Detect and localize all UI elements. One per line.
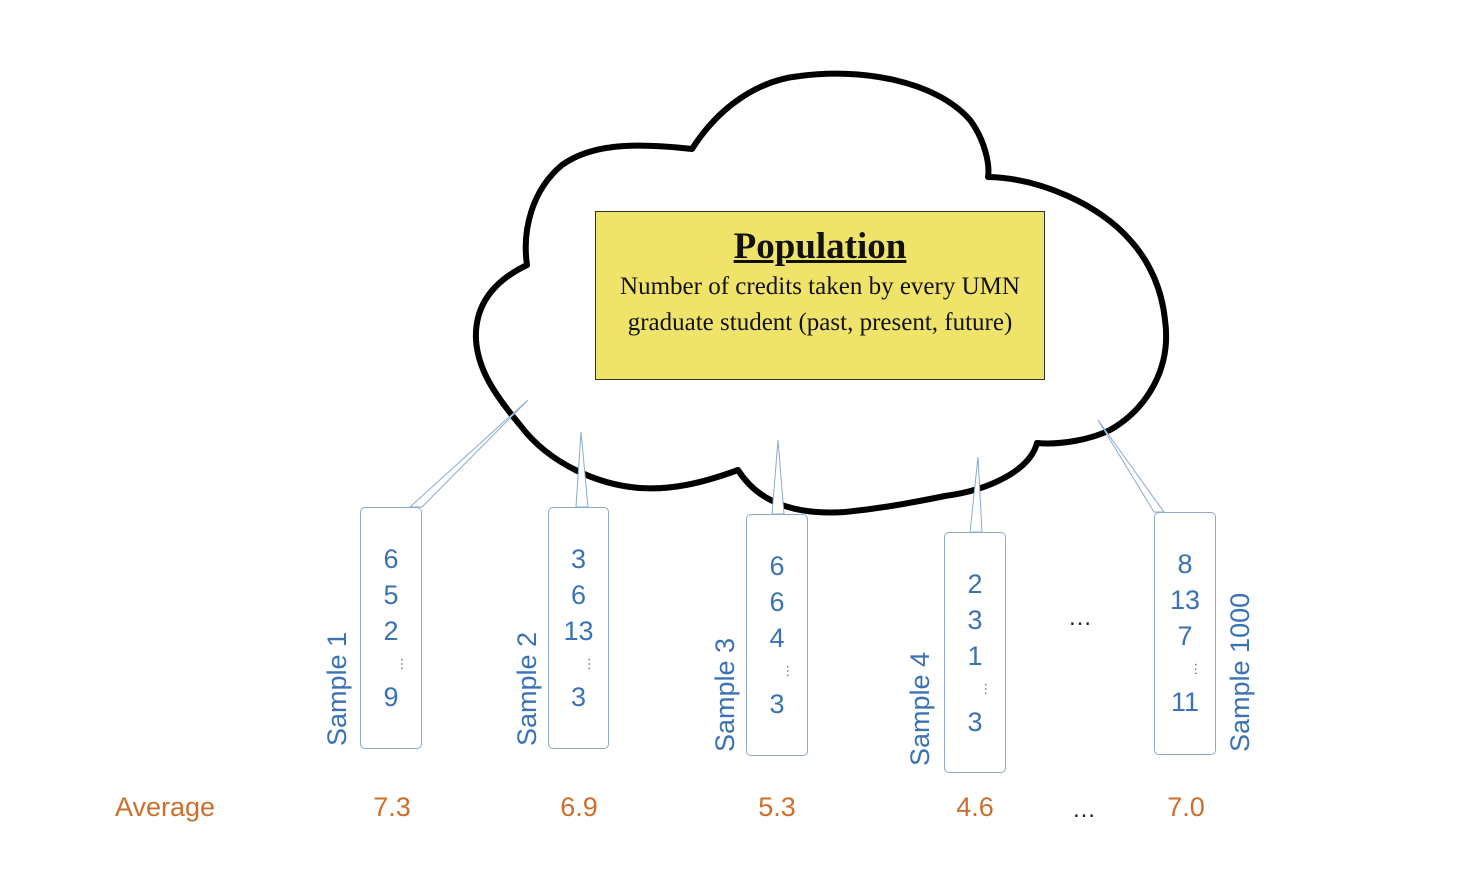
sample-value: 3 [967,707,983,737]
average-ellipsis: … [1072,796,1096,823]
sample-ellipsis: … [1068,604,1092,631]
sample-values: 6 5 2 … 9 [361,541,421,715]
sample-label: Sample 1000 [1225,592,1255,752]
sample-value: 6 [570,580,587,610]
sample-value: 3 [570,682,587,712]
sample-value: … [1192,662,1208,676]
sample-connector [1097,419,1165,513]
sample-value: 13 [563,616,594,646]
sample-value: 2 [967,569,983,599]
sample-average: 4.6 [956,792,994,822]
sample-value: … [982,682,998,696]
population-box: Population Number of credits taken by ev… [595,211,1045,380]
sample-label: Sample 2 [512,631,542,746]
sample-values: 6 6 4 … 3 [747,548,807,722]
sample-value: 1 [967,641,983,671]
sample-box [746,514,808,756]
average-label: Average [115,792,216,822]
sample-values: 8 13 7 … 11 [1155,546,1215,720]
sample-average: 7.3 [373,792,411,822]
sample-value: … [585,657,602,671]
sample-value: 6 [383,544,399,574]
sample-connector [408,399,529,508]
sample-value: … [784,664,800,678]
sample-values: 2 3 1 … 3 [945,566,1005,740]
sample-value: 6 [769,587,785,617]
sample-label: Sample 3 [710,637,740,752]
sample-value: 13 [1169,585,1201,615]
sample-value: 11 [1170,687,1200,717]
sample-connectors [408,399,1165,533]
sample-box [548,507,609,749]
sample-average: 5.3 [758,792,796,822]
sample-value: 3 [570,544,587,574]
sample-label: Sample 1 [322,631,352,746]
sample-value: 9 [383,682,399,712]
sample-average: 6.9 [560,792,598,822]
sample-value: 5 [383,580,399,610]
sample-average: 7.0 [1167,792,1205,822]
sample-value: 8 [1177,549,1193,579]
sample-value: 3 [769,689,785,719]
sample-value: 3 [967,605,983,635]
population-description: Number of credits taken by every UMN gra… [620,273,1020,336]
sample-box [360,507,422,749]
sample-values: 3 6 13 … 3 [549,541,609,715]
sample-value: 6 [769,551,785,581]
sample-value: 4 [769,623,785,653]
population-title: Population [733,226,907,267]
sample-box [1154,512,1216,755]
sample-value: 7 [1177,621,1193,651]
sample-value: … [398,657,414,671]
sample-value: 2 [383,616,399,646]
sample-box [944,532,1006,773]
sample-label: Sample 4 [905,651,935,766]
